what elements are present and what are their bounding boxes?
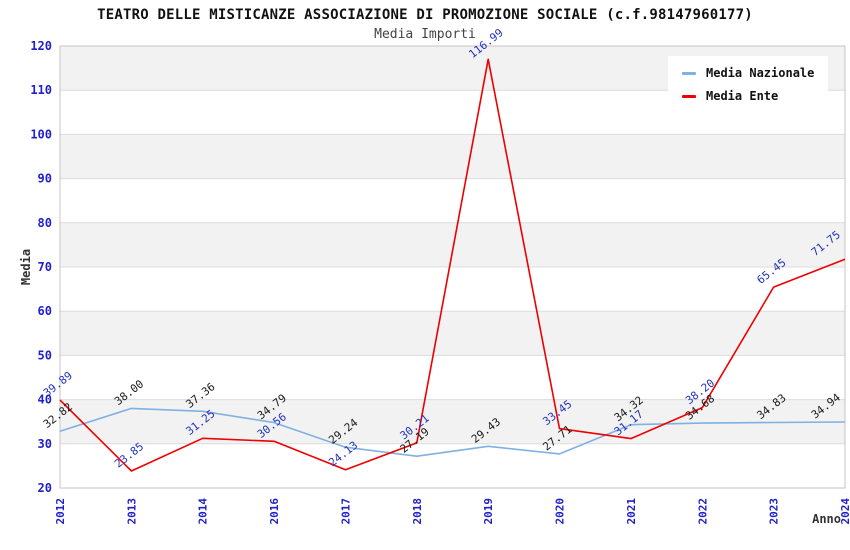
- plot-border: [59, 45, 846, 489]
- x-tick-label: 2017: [339, 498, 352, 525]
- x-tick-label: 2022: [696, 498, 709, 525]
- y-tick-label: 120: [30, 39, 52, 53]
- x-axis-title: Anno: [812, 512, 841, 526]
- y-tick-label: 60: [38, 304, 52, 318]
- plot-band: [60, 399, 845, 444]
- plot-band: [60, 222, 845, 267]
- media-ente-line-swatch-icon: [682, 94, 696, 98]
- y-tick-label: 30: [38, 437, 52, 451]
- chart-title: TEATRO DELLE MISTICANZE ASSOCIAZIONE DI …: [97, 7, 753, 23]
- chart-subtitle: Media Importi: [374, 27, 476, 42]
- series-line-media-nazionale: [59, 407, 846, 458]
- y-tick-label: 100: [30, 127, 52, 141]
- x-tick-label: 2021: [625, 498, 638, 525]
- plot-band: [60, 311, 845, 356]
- x-tick-label: 2016: [268, 498, 281, 525]
- x-tick-label: 2014: [197, 498, 210, 525]
- y-tick-label: 90: [38, 172, 52, 186]
- y-tick-label: 110: [30, 83, 52, 97]
- x-tick-label: 2020: [554, 498, 567, 525]
- legend-label-media-ente: Media Ente: [706, 89, 779, 103]
- x-tick-label: 2019: [482, 498, 495, 525]
- y-tick-label: 40: [38, 393, 52, 407]
- media-nazionale-line-swatch-icon: [682, 71, 696, 75]
- series-line-media-ente: [59, 58, 846, 472]
- y-tick-label: 50: [38, 348, 52, 362]
- legend-label-media-nazionale: Media Nazionale: [706, 66, 815, 80]
- x-tick-label: 2012: [54, 498, 67, 525]
- legend: Media Nazionale Media Ente: [668, 56, 829, 113]
- x-tick-label: 2013: [125, 498, 138, 525]
- legend-item-media-ente: Media Ente: [682, 89, 814, 103]
- y-axis-title: Media: [19, 249, 33, 285]
- x-tick-label: 2018: [411, 498, 424, 525]
- plot-band: [60, 134, 845, 179]
- y-tick-label: 70: [38, 260, 52, 274]
- y-tick-label: 20: [38, 481, 52, 495]
- legend-item-media-nazionale: Media Nazionale: [682, 66, 814, 80]
- x-tick-label: 2023: [768, 498, 781, 525]
- x-tick-label: 2024: [839, 498, 850, 525]
- y-tick-label: 80: [38, 216, 52, 230]
